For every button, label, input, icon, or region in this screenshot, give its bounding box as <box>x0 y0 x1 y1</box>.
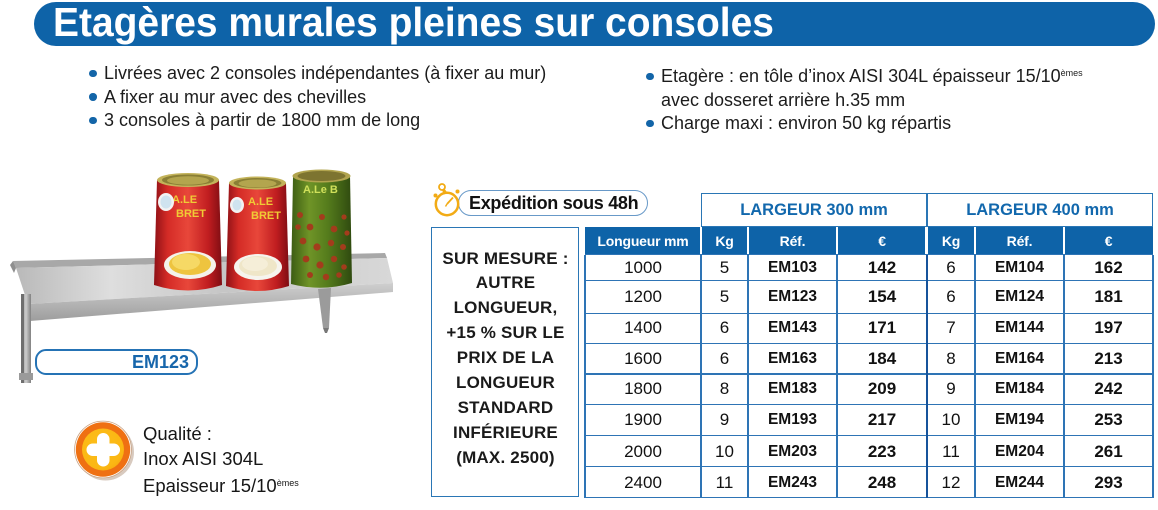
svg-text:BRET: BRET <box>176 208 206 220</box>
svg-text:A.LE: A.LE <box>248 196 273 208</box>
svg-text:A.Le B: A.Le B <box>303 184 338 196</box>
svg-text:A.LE: A.LE <box>172 194 197 206</box>
svg-text:BRET: BRET <box>251 210 281 222</box>
